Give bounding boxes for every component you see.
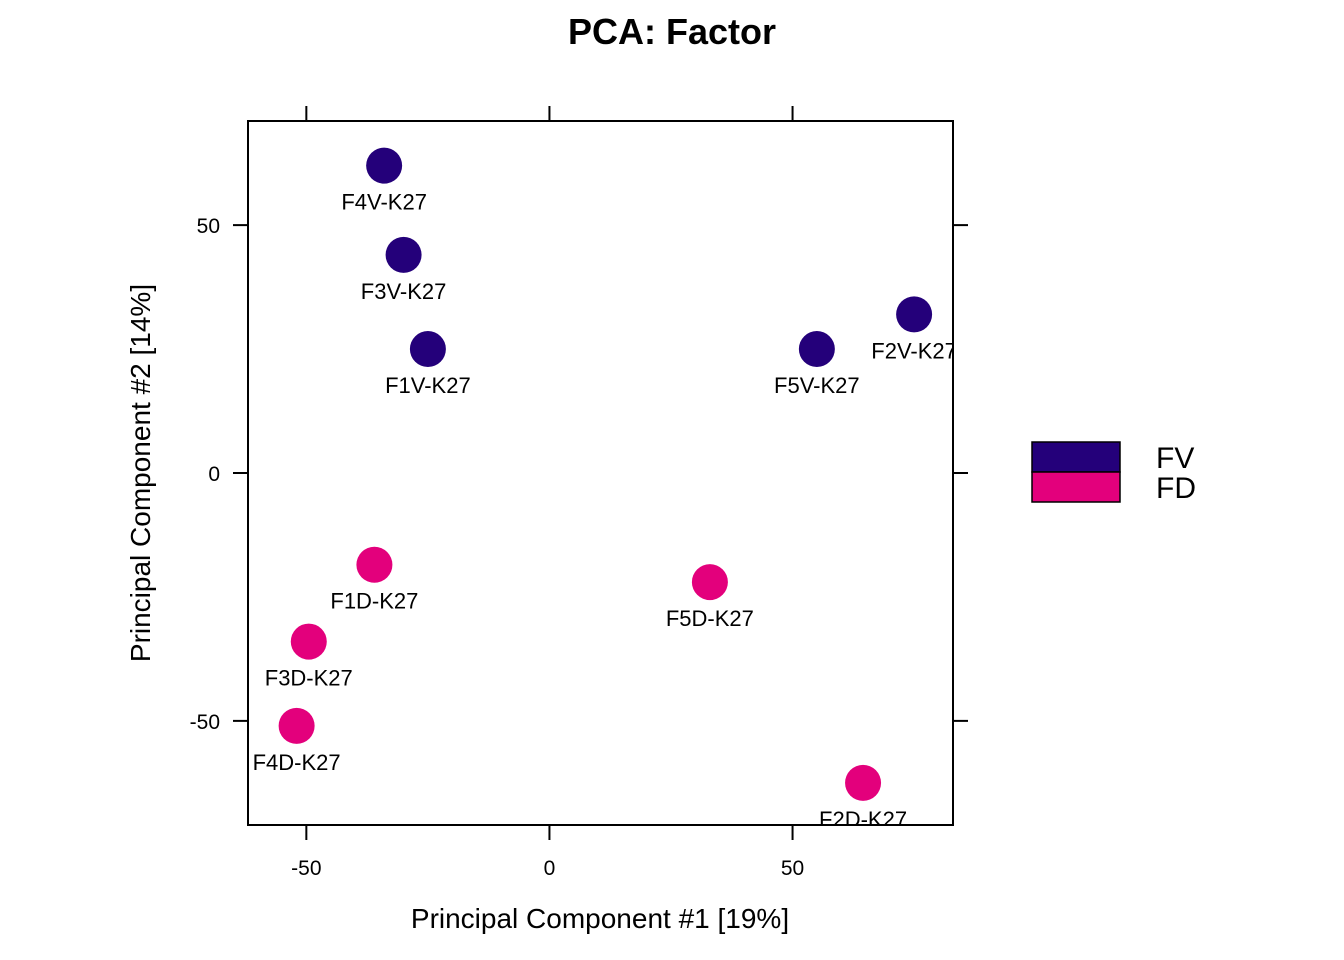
y-tick-label: -50	[190, 711, 220, 734]
point-label: F1V-K27	[385, 373, 471, 398]
x-tick-label: 50	[781, 857, 804, 880]
data-point	[385, 236, 422, 273]
legend-label: FV	[1156, 442, 1194, 475]
legend-swatch	[1031, 471, 1121, 503]
point-label: F3D-K27	[265, 666, 353, 691]
data-point	[691, 564, 728, 601]
point-label: F5V-K27	[774, 373, 860, 398]
legend-label: FD	[1156, 472, 1196, 505]
axis-ticks: -50 0 50 -50 0 50	[190, 106, 968, 880]
plot-frame	[247, 120, 954, 826]
data-point	[366, 147, 403, 184]
point-labels: F4V-K27 F3V-K27 F1V-K27 F5V-K27 F2V-K27 F1D-K…	[253, 190, 957, 832]
point-label: F5D-K27	[666, 606, 754, 631]
y-tick-label: 50	[197, 215, 220, 238]
point-label: F1D-K27	[330, 589, 418, 614]
data-point	[290, 623, 327, 660]
chart-title: PCA: Factor	[568, 11, 776, 52]
y-axis-label: Principal Component #2 [14%]	[125, 284, 156, 662]
data-point	[356, 546, 393, 583]
data-point	[798, 331, 835, 368]
point-label: F4D-K27	[253, 750, 341, 775]
data-point	[409, 331, 446, 368]
point-label: F2D-K27	[819, 807, 907, 832]
x-axis-label: Principal Component #1 [19%]	[411, 903, 789, 934]
y-tick-label: 0	[208, 463, 220, 486]
point-label: F2V-K27	[871, 338, 957, 363]
data-points	[278, 147, 933, 801]
point-label: F3V-K27	[361, 279, 447, 304]
data-point	[278, 707, 315, 744]
data-point	[845, 764, 882, 801]
point-label: F4V-K27	[341, 190, 427, 215]
x-tick-label: -50	[291, 857, 321, 880]
x-tick-label: 0	[544, 857, 556, 880]
data-point	[896, 296, 933, 333]
legend-swatch	[1031, 441, 1121, 473]
